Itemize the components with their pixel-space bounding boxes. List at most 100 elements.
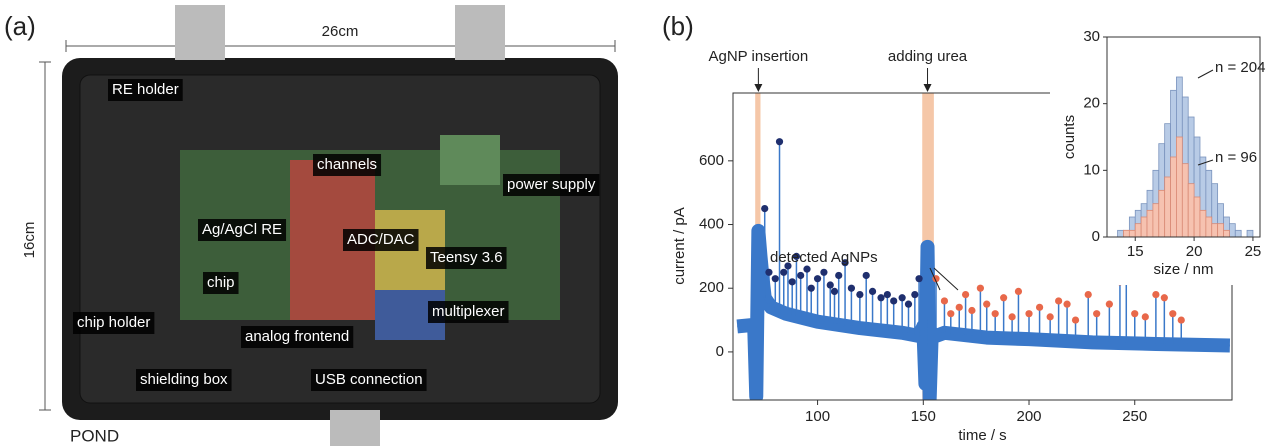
detected-point (771, 275, 779, 283)
detected-point (955, 303, 963, 311)
x-axis-label: time / s (958, 427, 1006, 444)
detected-point (1084, 290, 1092, 299)
detected-point (911, 290, 919, 299)
y-tick-label: 200 (699, 279, 724, 296)
detected-point (1046, 313, 1054, 321)
detected-point (780, 268, 788, 276)
label-box (203, 272, 239, 294)
y-tick-label: 0 (1092, 228, 1100, 245)
callout-arrow (929, 267, 941, 291)
detected-point (765, 268, 773, 276)
detected-point (807, 284, 815, 292)
label-box (136, 369, 232, 391)
photo-label: chip holder (77, 314, 150, 331)
detected-point (1071, 316, 1080, 324)
annotation: adding urea (888, 48, 968, 65)
photo-label: shielding box (140, 371, 228, 388)
detected-point (775, 138, 784, 146)
detected-point (898, 294, 906, 302)
detected-point (784, 262, 792, 270)
y-tick-label: 600 (699, 152, 724, 169)
hist-bar (1223, 229, 1230, 238)
y-tick-label: 20 (1083, 95, 1100, 112)
detected-point (968, 306, 976, 315)
detected-point (947, 310, 955, 318)
photo-latch (175, 5, 225, 60)
label-box (311, 369, 427, 391)
detected-point (1152, 290, 1160, 299)
label-box (343, 229, 419, 251)
detected-point (961, 290, 970, 299)
hist-bar (1140, 216, 1148, 238)
photo-tape (440, 135, 500, 185)
detected-point (826, 281, 834, 289)
panel-caption: POND (70, 426, 119, 445)
x-axis-label: size / nm (1153, 261, 1213, 278)
detected-point (915, 275, 923, 283)
photo-label: Ag/AgCl RE (202, 221, 282, 238)
hist-bar (1181, 163, 1189, 238)
detected-point (868, 287, 877, 296)
height-label: 16cm (21, 222, 38, 259)
photo-label: power supply (507, 176, 596, 193)
detected-point (856, 290, 864, 299)
detected-point (1025, 310, 1033, 318)
annotation: n = 204 (1215, 59, 1265, 76)
arrow-head (754, 84, 763, 92)
y-tick-label: 10 (1083, 161, 1100, 178)
x-tick-label: 150 (911, 408, 936, 425)
label-box (73, 312, 155, 334)
detected-point (976, 284, 984, 292)
panel-tag: (b) (662, 11, 694, 41)
label-box (108, 79, 183, 101)
label-box (198, 219, 287, 241)
callout: detected AgNPs (770, 249, 878, 266)
photo-label: Teensy 3.6 (430, 249, 503, 266)
detected-point (803, 265, 811, 273)
detected-point (841, 259, 849, 267)
detected-point (788, 278, 796, 286)
hist-bar (1176, 136, 1183, 238)
x-tick-label: 25 (1245, 243, 1262, 260)
x-tick-label: 15 (1127, 243, 1144, 260)
y-axis-label: counts (1061, 115, 1078, 159)
photo-label: channels (317, 156, 377, 173)
detected-point (1035, 303, 1044, 311)
detected-point (1177, 316, 1185, 324)
photo-latch (455, 5, 505, 60)
annotation: n = 96 (1215, 149, 1257, 166)
panel-tag: (a) (4, 11, 36, 41)
callout-arrow (933, 267, 959, 291)
detected-point (877, 294, 885, 302)
y-tick-label: 0 (716, 343, 724, 360)
annotation-line (1197, 69, 1214, 79)
hist-bar (1211, 223, 1219, 238)
detected-point (883, 290, 891, 299)
y-axis-label: current / pA (671, 207, 688, 285)
x-tick-label: 100 (805, 408, 830, 425)
label-box (503, 174, 600, 196)
detected-point (862, 271, 870, 280)
hist-bar (1199, 209, 1207, 238)
detected-point (1063, 300, 1071, 308)
hist-bar (1246, 229, 1254, 238)
arrow-head (923, 84, 932, 92)
hist-bar (1123, 229, 1130, 238)
hist-bar (1117, 229, 1124, 238)
photo-label: RE holder (112, 81, 179, 98)
y-tick-label: 400 (699, 215, 724, 232)
detected-point (1014, 287, 1023, 296)
photo-latch (330, 410, 380, 446)
detected-point (904, 300, 913, 308)
detected-point (830, 287, 839, 296)
detected-point (820, 268, 828, 276)
hist-bar (1164, 176, 1171, 238)
x-tick-label: 250 (1122, 408, 1147, 425)
detected-point (1131, 310, 1139, 318)
detected-point (983, 300, 991, 308)
label-box (428, 301, 509, 323)
detected-point (890, 297, 898, 305)
photo-label: ADC/DAC (347, 231, 415, 248)
